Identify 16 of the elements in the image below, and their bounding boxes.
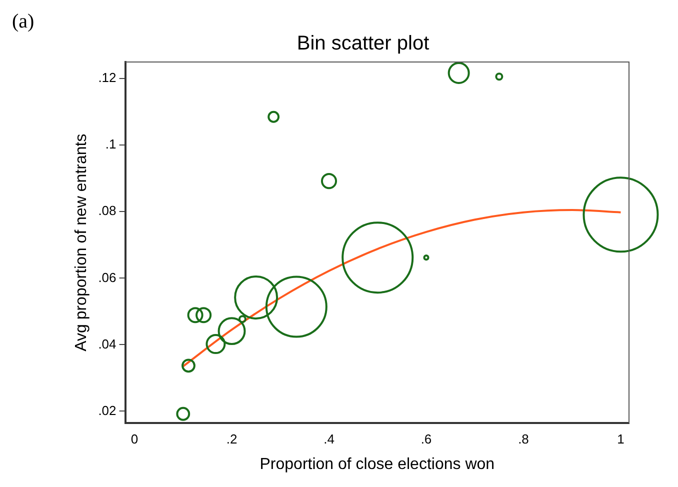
x-tick-label: .2 bbox=[226, 432, 238, 447]
x-tick-label: .4 bbox=[324, 432, 334, 447]
chart-title: Bin scatter plot bbox=[296, 32, 430, 55]
x-tick-label: 1 bbox=[617, 432, 624, 447]
y-tick-label: .06 bbox=[98, 270, 116, 285]
x-tick-label: .8 bbox=[518, 432, 529, 447]
y-tick-label: .04 bbox=[98, 336, 116, 352]
x-tick-label: .6 bbox=[420, 432, 432, 447]
x-tick-label: 0 bbox=[130, 432, 138, 447]
x-axis-title: Proportion of close elections won bbox=[260, 456, 495, 473]
y-tick-label: .02 bbox=[98, 402, 116, 418]
y-tick-label: .08 bbox=[98, 203, 116, 218]
y-axis-title: Avg proportion of new entrants bbox=[73, 134, 90, 352]
text: (a) bbox=[12, 10, 34, 32]
y-tick-label: .1 bbox=[105, 136, 116, 152]
y-tick-label: .12 bbox=[98, 70, 116, 86]
